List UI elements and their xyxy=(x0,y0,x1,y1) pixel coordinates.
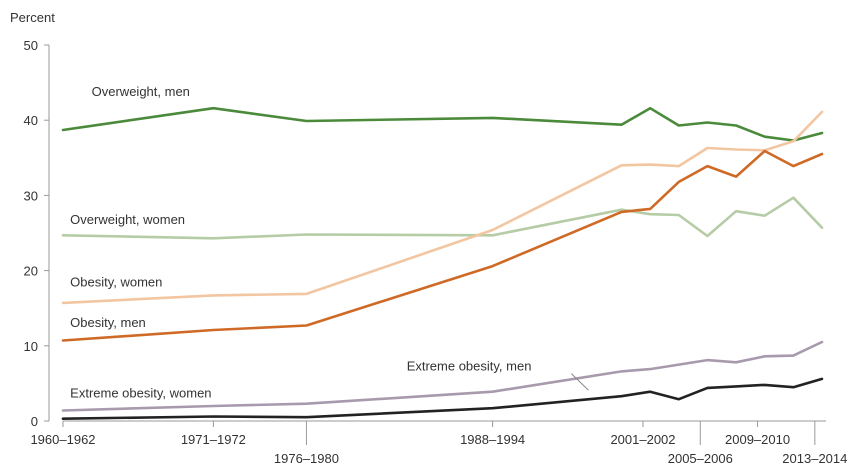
series-line-1 xyxy=(61,196,824,240)
y-axis: 0 10 20 30 40 50 xyxy=(24,38,50,429)
y-tick-label: 0 xyxy=(31,414,38,429)
y-tick-label: 10 xyxy=(24,339,38,354)
series-line-5 xyxy=(61,377,824,421)
y-tick-label: 50 xyxy=(24,38,38,53)
series-label: Obesity, women xyxy=(70,274,162,289)
series-label: Overweight, women xyxy=(70,212,185,227)
series-label: Overweight, men xyxy=(92,84,190,99)
x-tick-label: 1960–1962 xyxy=(30,432,95,447)
series-line-3 xyxy=(61,149,824,342)
series-lines xyxy=(61,106,824,421)
series-label: Extreme obesity, men xyxy=(407,359,532,374)
x-tick-label: 2001–2002 xyxy=(610,432,675,447)
x-tick-label: 1988–1994 xyxy=(460,432,525,447)
x-tick-label: 2013–2014 xyxy=(782,451,847,466)
series-line-2 xyxy=(61,110,824,305)
y-tick-label: 30 xyxy=(24,188,38,203)
x-tick-label: 1971–1972 xyxy=(181,432,246,447)
x-axis: 1960–1962 1971–1972 1976–1980 1988–1994 2001… xyxy=(30,420,847,466)
series-line-4 xyxy=(61,340,824,412)
series-label: Extreme obesity, women xyxy=(70,386,211,401)
x-tick-label: 2009–2010 xyxy=(725,432,790,447)
label-leader-line xyxy=(571,373,589,391)
y-tick-label: 40 xyxy=(24,113,38,128)
x-tick-label: 2005–2006 xyxy=(668,451,733,466)
y-axis-label: Percent xyxy=(10,10,55,25)
x-tick-label: 1976–1980 xyxy=(274,451,339,466)
series-labels: Overweight, men Overweight, women Obesity,… xyxy=(70,84,589,401)
series-line-0 xyxy=(61,106,824,142)
y-tick-label: 20 xyxy=(24,264,38,279)
series-label: Obesity, men xyxy=(70,315,146,330)
